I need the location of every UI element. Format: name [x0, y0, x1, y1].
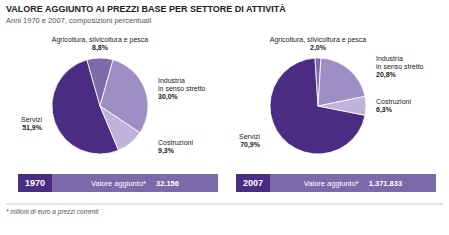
category-label: Servizi — [21, 116, 42, 123]
data-label: 6,3% — [376, 106, 393, 114]
pie-slice — [318, 96, 366, 115]
subtitle: Anni 1970 e 2007, composizioni percentua… — [6, 16, 151, 25]
value-box — [270, 174, 436, 192]
category-label-line: in senso stretto — [376, 63, 424, 70]
year-box — [236, 174, 270, 192]
pie-slice — [270, 58, 365, 154]
annotation: Valore aggiunto* — [304, 179, 359, 188]
data-label: 51,9% — [22, 124, 43, 132]
category-label: Costruzioni — [376, 98, 411, 105]
footnote-rule — [6, 204, 443, 205]
category-label-line: Industria — [158, 77, 185, 84]
category-label: Industriain senso stretto — [376, 55, 424, 70]
value-box — [52, 174, 218, 192]
category-label-line: in senso stretto — [158, 85, 206, 92]
year-box — [18, 174, 52, 192]
category-label-line: Costruzioni — [376, 98, 411, 105]
annotation: 32.156 — [156, 179, 179, 188]
category-label: Agricoltura, silvicoltura e pesca — [52, 36, 149, 44]
info-bar: 1970 Valore aggiunto* 32.156 — [18, 174, 218, 192]
pie-slice — [100, 106, 140, 150]
data-label: 20,8% — [376, 71, 397, 79]
slices — [270, 58, 366, 154]
category-label-line: Costruzioni — [158, 139, 193, 146]
category-label-line: Agricoltura, silvicoltura e pesca — [52, 36, 149, 44]
category-label: Costruzioni — [158, 139, 193, 146]
info-text: Valore aggiunto* 1.371.833 — [304, 179, 402, 188]
category-label: Industriain senso stretto — [158, 77, 206, 92]
info-bar: 2007 Valore aggiunto* 1.371.833 — [236, 174, 436, 192]
chart-container: VALORE AGGIUNTO AI PREZZI BASE PER SETTO… — [0, 0, 449, 235]
data-label: 2,0% — [310, 44, 327, 52]
annotation: 1.371.833 — [369, 179, 402, 188]
category-label-line: Servizi — [21, 116, 42, 123]
category-label-line: Servizi — [239, 133, 260, 140]
category-label-line: Industria — [376, 55, 403, 62]
category-label-line: Agricoltura, silvicoltura e pesca — [270, 36, 367, 44]
chart: VALORE AGGIUNTO AI PREZZI BASE PER SETTO… — [0, 0, 449, 235]
labels: Servizi51,9% Agricoltura, silvicoltura e … — [21, 36, 206, 155]
info-text: Valore aggiunto* 32.156 — [91, 179, 179, 188]
year-label: 1970 — [25, 178, 45, 188]
title: VALORE AGGIUNTO AI PREZZI BASE PER SETTO… — [6, 4, 286, 14]
category-label: Servizi — [239, 133, 260, 140]
category-label: Agricoltura, silvicoltura e pesca — [270, 36, 367, 44]
data-label: 9,3% — [158, 147, 175, 155]
pie: Servizi70,9% Agricoltura, silvicoltura e … — [239, 36, 424, 154]
annotation: Valore aggiunto* — [91, 179, 146, 188]
slices — [52, 58, 148, 154]
data-label: 70,9% — [240, 141, 261, 149]
year-label: 2007 — [243, 178, 263, 188]
data-label: 8,8% — [92, 44, 109, 52]
footnote: * milioni di euro a prezzi correnti — [6, 208, 99, 216]
pie: Servizi51,9% Agricoltura, silvicoltura e … — [21, 36, 206, 155]
labels: Servizi70,9% Agricoltura, silvicoltura e … — [239, 36, 424, 149]
data-label: 30,0% — [158, 93, 179, 101]
